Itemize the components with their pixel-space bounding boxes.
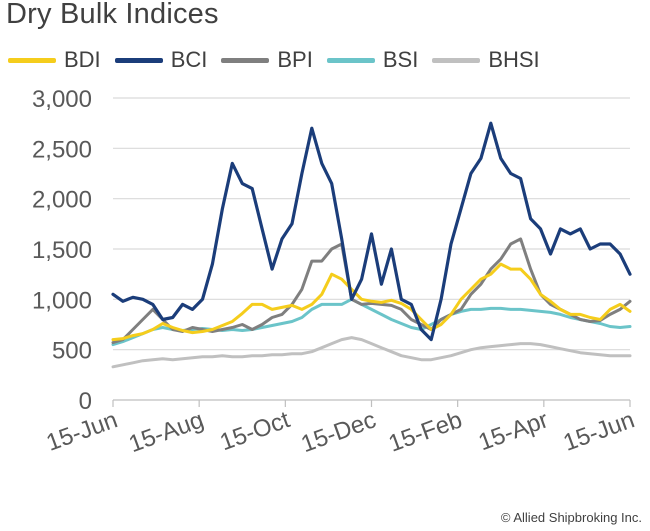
series-line-bdi [111, 262, 632, 342]
x-tick-label: 15-Feb [385, 406, 466, 457]
y-tick-label: 2,500 [32, 136, 92, 163]
x-tick-label: 15-Aug [125, 406, 207, 458]
y-tick-label: 0 [79, 388, 92, 415]
legend-label: BHSI [488, 47, 540, 72]
legend-swatch [326, 57, 375, 63]
series-line-bci [111, 121, 632, 342]
legend-swatch [221, 57, 270, 63]
series-line-bpi [111, 237, 632, 345]
legend-item-bci: BCI [114, 47, 208, 73]
y-tick-label: 1,000 [32, 287, 92, 314]
legend-label: BCI [170, 47, 208, 72]
legend-item-bdi: BDI [8, 47, 101, 73]
legend-label: BSI [382, 47, 419, 72]
legend-swatch [114, 57, 163, 63]
legend-swatch [8, 57, 56, 63]
x-tick-label: 15-Oct [216, 406, 293, 456]
legend-swatch [432, 57, 481, 63]
x-tick-label: 15-Dec [298, 406, 380, 458]
legend-label: BDI [64, 47, 101, 72]
chart-title: Dry Bulk Indices [6, 0, 219, 30]
chart-legend: BDI BCI BPI BSI BHSI [8, 45, 554, 75]
y-tick-label: 2,000 [32, 187, 92, 214]
y-tick-label: 500 [52, 338, 92, 365]
legend-item-bsi: BSI [326, 47, 419, 73]
legend-item-bpi: BPI [221, 47, 313, 73]
copyright-notice: © Allied Shipbroking Inc. [500, 510, 642, 525]
y-tick-label: 3,000 [32, 86, 92, 113]
x-tick-label: 15-Apr [475, 406, 552, 456]
legend-item-bhsi: BHSI [432, 47, 540, 73]
legend-label: BPI [277, 47, 313, 72]
series-line-bhsi [111, 336, 632, 369]
y-tick-label: 1,500 [32, 237, 92, 264]
x-tick-label: 15-Jun [560, 406, 638, 456]
